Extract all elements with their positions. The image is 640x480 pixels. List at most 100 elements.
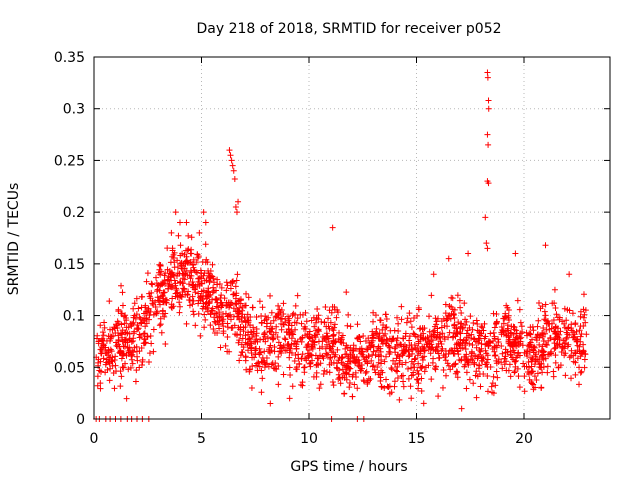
data-point xyxy=(544,351,551,358)
data-point xyxy=(462,322,469,329)
data-point xyxy=(195,290,202,297)
data-point xyxy=(275,339,282,346)
data-point xyxy=(221,295,228,302)
data-point xyxy=(565,341,572,348)
data-point xyxy=(487,330,494,337)
data-point xyxy=(287,371,294,378)
data-point xyxy=(245,347,252,354)
data-point xyxy=(375,359,382,366)
data-point xyxy=(314,355,321,362)
data-point xyxy=(475,339,482,346)
data-point xyxy=(447,366,454,373)
data-point xyxy=(435,393,442,400)
data-point xyxy=(505,312,512,319)
data-point xyxy=(210,325,217,332)
data-point xyxy=(517,340,524,347)
data-point xyxy=(490,329,497,336)
data-point xyxy=(552,330,559,337)
data-point xyxy=(485,180,492,187)
data-point xyxy=(339,332,346,339)
data-point xyxy=(224,320,231,327)
data-point xyxy=(479,324,486,331)
data-point xyxy=(190,308,197,315)
data-point xyxy=(430,331,437,338)
data-point xyxy=(242,317,249,324)
data-point xyxy=(285,341,292,348)
data-point xyxy=(119,351,126,358)
data-point xyxy=(218,292,225,299)
data-point xyxy=(224,348,231,355)
data-point xyxy=(106,298,113,305)
data-point xyxy=(200,300,207,307)
data-point xyxy=(253,314,260,321)
data-point xyxy=(301,323,308,330)
data-point xyxy=(233,277,240,284)
data-point xyxy=(242,332,249,339)
data-point xyxy=(396,357,403,364)
data-point xyxy=(408,372,415,379)
data-point xyxy=(164,245,171,252)
data-point xyxy=(208,307,215,314)
data-point xyxy=(381,358,388,365)
data-point xyxy=(493,368,500,375)
data-point xyxy=(485,343,492,350)
data-point xyxy=(418,375,425,382)
data-point xyxy=(570,333,577,340)
data-point xyxy=(327,345,334,352)
data-point xyxy=(97,385,104,392)
data-point xyxy=(400,383,407,390)
data-point xyxy=(425,337,432,344)
data-point xyxy=(306,334,313,341)
data-point xyxy=(529,336,536,343)
data-point xyxy=(289,330,296,337)
data-point xyxy=(218,302,225,309)
data-point xyxy=(411,364,418,371)
data-point xyxy=(223,287,230,294)
data-point xyxy=(94,382,101,389)
data-point xyxy=(288,322,295,329)
data-point xyxy=(463,385,470,392)
data-point xyxy=(202,219,209,226)
data-point xyxy=(337,336,344,343)
data-point xyxy=(330,339,337,346)
data-point xyxy=(220,330,227,337)
data-point xyxy=(230,291,237,298)
data-point xyxy=(245,294,252,301)
data-point xyxy=(275,381,282,388)
data-point xyxy=(463,318,470,325)
data-point xyxy=(280,371,287,378)
data-point xyxy=(145,316,152,323)
data-point xyxy=(403,319,410,326)
data-point xyxy=(292,351,299,358)
data-point xyxy=(107,346,114,353)
data-point xyxy=(505,367,512,374)
data-point xyxy=(454,292,461,299)
data-point xyxy=(220,323,227,330)
data-point xyxy=(489,380,496,387)
data-point xyxy=(278,320,285,327)
data-point xyxy=(414,367,421,374)
x-tick-label: 10 xyxy=(300,431,318,447)
data-point xyxy=(159,307,166,314)
data-point xyxy=(491,324,498,331)
data-point xyxy=(328,349,335,356)
data-point xyxy=(161,313,168,320)
data-point xyxy=(550,373,557,380)
data-point xyxy=(581,364,588,371)
data-point xyxy=(237,352,244,359)
data-point xyxy=(569,310,576,317)
data-point xyxy=(143,278,150,285)
data-point xyxy=(230,167,237,174)
data-point xyxy=(435,350,442,357)
data-point xyxy=(145,305,152,312)
data-point xyxy=(552,305,559,312)
data-point xyxy=(421,344,428,351)
data-point xyxy=(175,232,182,239)
data-point xyxy=(368,357,375,364)
data-point xyxy=(356,347,363,354)
data-point xyxy=(299,379,306,386)
data-point xyxy=(183,320,190,327)
data-point xyxy=(470,319,477,326)
data-point xyxy=(248,350,255,357)
data-point xyxy=(301,369,308,376)
